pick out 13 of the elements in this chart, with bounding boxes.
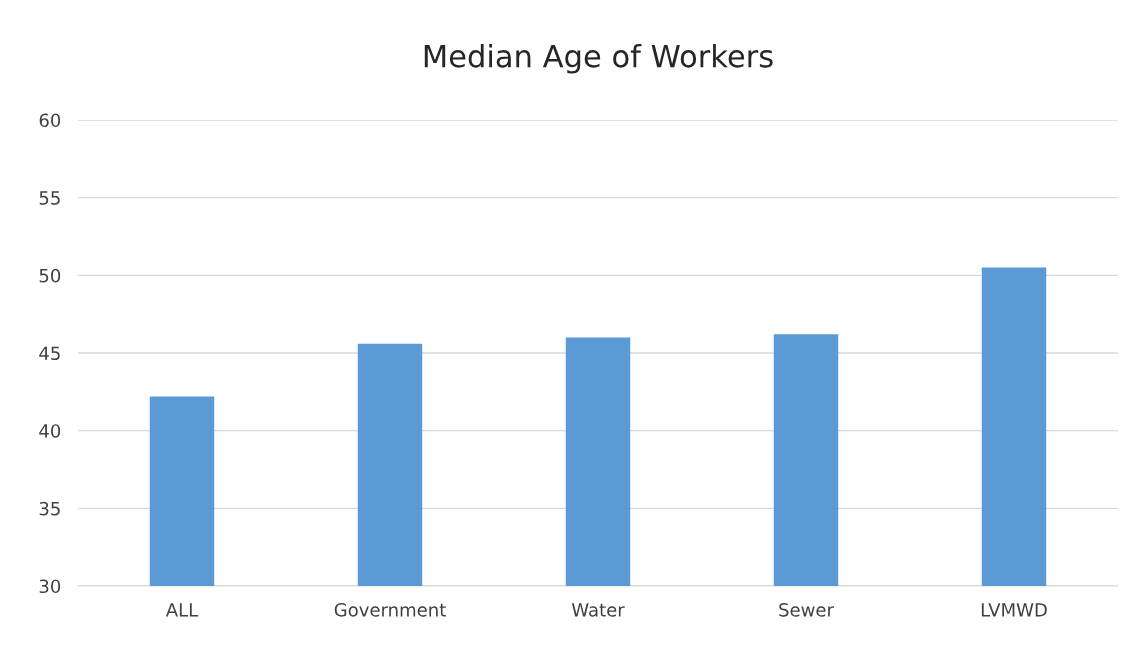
y-tick-label: 30 xyxy=(39,579,61,594)
y-tick-label: 55 xyxy=(39,191,60,205)
x-tick-label: LVMWD xyxy=(981,603,1047,617)
x-tick-label: Sewer xyxy=(779,602,834,617)
x-tick-label: Government xyxy=(334,602,446,617)
y-tick-label: 35 xyxy=(39,501,60,516)
y-tick-label: 40 xyxy=(39,424,61,438)
y-tick-label: 60 xyxy=(39,113,61,128)
y-tick-label: 50 xyxy=(39,268,61,283)
chart-title: Median Age of Workers xyxy=(424,44,773,74)
y-tick-label: 45 xyxy=(39,346,60,361)
x-tick-label: Water xyxy=(571,603,625,617)
x-tick-label: ALL xyxy=(165,603,199,617)
